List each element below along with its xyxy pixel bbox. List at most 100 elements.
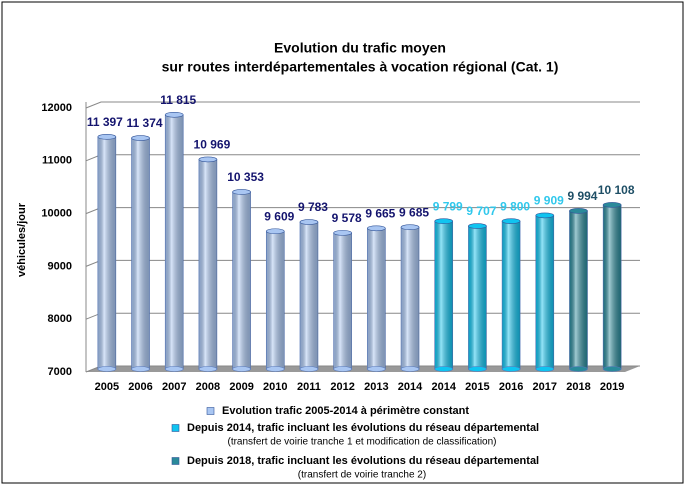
bar-bottom	[97, 366, 117, 372]
value-label: 9 685	[399, 205, 429, 219]
bar-top	[299, 219, 319, 225]
bar-bottom	[232, 366, 251, 372]
bar-bottom	[198, 366, 218, 372]
bar-shine	[535, 215, 554, 369]
value-label: 11 397	[87, 115, 123, 129]
bar	[569, 208, 588, 372]
chart-title: Evolution du trafic moyen	[274, 40, 446, 56]
value-label: 9 707	[466, 204, 496, 218]
bar-top	[569, 208, 588, 214]
bar-top	[501, 218, 521, 224]
bar	[333, 230, 352, 372]
x-tick-label: 2010	[263, 381, 287, 393]
bar	[367, 225, 386, 372]
bar-shine	[131, 138, 150, 369]
bar-shine	[266, 231, 285, 369]
x-tick-label: 2018	[566, 381, 590, 393]
bar	[232, 189, 251, 372]
value-label: 11 374	[127, 116, 163, 130]
bar-bottom	[434, 366, 454, 372]
value-label: 9 800	[500, 199, 530, 213]
bar-bottom	[602, 366, 622, 372]
legend-swatch	[171, 457, 180, 465]
bar-top	[367, 225, 386, 232]
bar-bottom	[299, 366, 319, 372]
chart-subtitle: sur routes interdépartementales à vocati…	[162, 59, 559, 75]
bar-shine	[198, 159, 217, 369]
bar-top	[164, 111, 184, 118]
bar	[131, 135, 150, 372]
x-tick-label: 2015	[465, 381, 489, 393]
bar-top	[265, 228, 285, 235]
bar-shine	[569, 210, 588, 369]
bar-bottom	[569, 366, 588, 372]
bar	[501, 218, 521, 372]
bar-shine	[401, 227, 420, 369]
bar	[97, 134, 117, 372]
y-axis-label: véhicules/jour	[16, 202, 28, 277]
y-tick-label: 8000	[48, 313, 72, 325]
legend-note: (transfert de voirie tranche 2)	[298, 470, 426, 481]
value-label: 9 665	[365, 206, 395, 220]
legend-label: Depuis 2018, trafic incluant les évoluti…	[187, 455, 539, 467]
bar	[265, 228, 285, 372]
bar	[602, 202, 622, 372]
legend-swatch	[206, 407, 215, 415]
bar-top	[602, 202, 622, 208]
bar-shine	[367, 228, 386, 369]
y-tick-label: 12000	[41, 102, 72, 114]
x-tick-label: 2014	[398, 381, 423, 393]
y-tick-label: 7000	[48, 366, 72, 378]
bar	[164, 111, 184, 372]
x-tick-label: 2019	[600, 381, 624, 393]
bar-top	[400, 224, 420, 231]
bar	[400, 224, 420, 372]
bar-top	[535, 212, 555, 219]
bar-shine	[603, 204, 622, 369]
y-tick-label: 10000	[41, 208, 72, 220]
bar-shine	[97, 136, 116, 369]
bar-shine	[232, 191, 251, 369]
bar-top	[434, 218, 454, 225]
bar-shine	[165, 114, 184, 369]
bar-bottom	[501, 366, 521, 372]
bar-top	[198, 156, 218, 163]
bar-top	[131, 135, 150, 141]
bar-bottom	[164, 366, 184, 372]
bar-shine	[468, 226, 487, 369]
value-label: 10 108	[598, 183, 635, 197]
bar-bottom	[367, 366, 386, 372]
bar-shine	[434, 221, 453, 369]
x-tick-label: 2008	[196, 381, 220, 393]
value-label: 10 969	[194, 138, 231, 152]
bar-top	[468, 223, 487, 229]
y-tick-label: 11000	[42, 155, 72, 167]
bar-bottom	[265, 366, 285, 372]
legend-swatch	[171, 424, 180, 432]
value-label: 9 578	[332, 211, 362, 225]
x-tick-label: 2011	[297, 381, 321, 393]
value-label: 9 609	[264, 209, 294, 223]
bar-top	[232, 189, 251, 195]
x-tick-label: 2013	[364, 381, 388, 393]
x-tick-label: 2016	[499, 381, 523, 393]
bar-top	[97, 134, 117, 140]
bar	[299, 219, 319, 372]
x-tick-label: 2014	[431, 381, 456, 393]
x-tick-label: 2007	[162, 381, 186, 393]
x-tick-label: 2005	[95, 381, 119, 393]
bar-shine	[502, 221, 521, 369]
value-label: 9 909	[534, 194, 564, 208]
value-label: 9 783	[298, 200, 328, 214]
legend-label: Depuis 2014, trafic incluant les évoluti…	[187, 422, 539, 434]
bar-shine	[333, 232, 352, 369]
y-tick-label: 9000	[48, 260, 72, 272]
value-label: 10 353	[227, 170, 264, 184]
bar-bottom	[535, 366, 555, 372]
bar-bottom	[333, 366, 352, 372]
bar-shine	[299, 222, 318, 369]
floor	[86, 366, 640, 372]
bar	[535, 212, 555, 372]
bar-top	[333, 230, 352, 236]
